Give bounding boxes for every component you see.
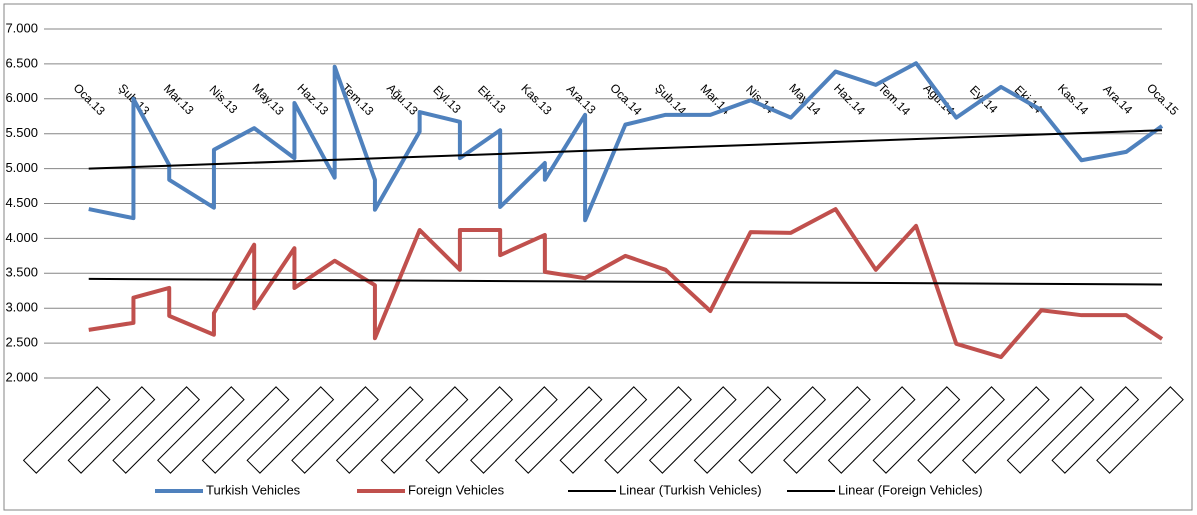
axis-label-box — [648, 386, 737, 474]
axis-label-box — [604, 386, 692, 474]
axis-label-box — [1051, 386, 1140, 474]
series-line — [88, 129, 1163, 170]
y-tick-label: 2.500 — [5, 335, 38, 350]
legend-label: Linear (Foreign Vehicles) — [838, 482, 983, 497]
axis-label-box — [827, 386, 916, 474]
y-tick-label: 7.000 — [5, 20, 38, 35]
axis-label-box — [67, 386, 156, 474]
series-line — [88, 277, 1163, 286]
y-tick-label: 6.000 — [5, 90, 38, 105]
legend-label: Foreign Vehicles — [408, 482, 505, 497]
axis-label-box — [1096, 386, 1184, 474]
series-line — [88, 207, 1164, 360]
axis-label-box — [246, 386, 335, 474]
axis-label-box — [961, 386, 1050, 474]
axis-label-box — [514, 386, 603, 474]
legend-label: Linear (Turkish Vehicles) — [619, 482, 762, 497]
axis-label-box — [738, 386, 827, 474]
legend-label: Turkish Vehicles — [206, 482, 301, 497]
axis-label-box — [112, 386, 201, 474]
y-tick-label: 5.500 — [5, 125, 38, 140]
axis-label-box — [917, 386, 1005, 474]
series-line — [88, 61, 1164, 223]
y-tick-label: 6.500 — [5, 55, 38, 70]
axis-label-box — [335, 386, 424, 474]
y-tick-label: 4.500 — [5, 195, 38, 210]
axis-label-box — [470, 386, 558, 474]
axis-label-box — [157, 386, 245, 474]
axis-label-box — [872, 386, 961, 474]
y-tick-label: 3.500 — [5, 265, 38, 280]
axis-label-box — [559, 386, 648, 474]
axis-label-box — [425, 386, 514, 474]
axis-label-box — [201, 386, 290, 474]
y-tick-label: 3.000 — [5, 300, 38, 315]
axis-label-box — [1006, 386, 1095, 474]
axis-label-box — [380, 386, 469, 474]
axis-label-box — [291, 386, 379, 474]
axis-label-box — [783, 386, 871, 474]
y-tick-label: 5.000 — [5, 160, 38, 175]
y-tick-label: 4.000 — [5, 230, 38, 245]
chart-frame — [3, 3, 1193, 511]
axis-label-box — [22, 386, 111, 474]
y-tick-label: 2.000 — [5, 369, 38, 384]
axis-label-box — [693, 386, 782, 474]
